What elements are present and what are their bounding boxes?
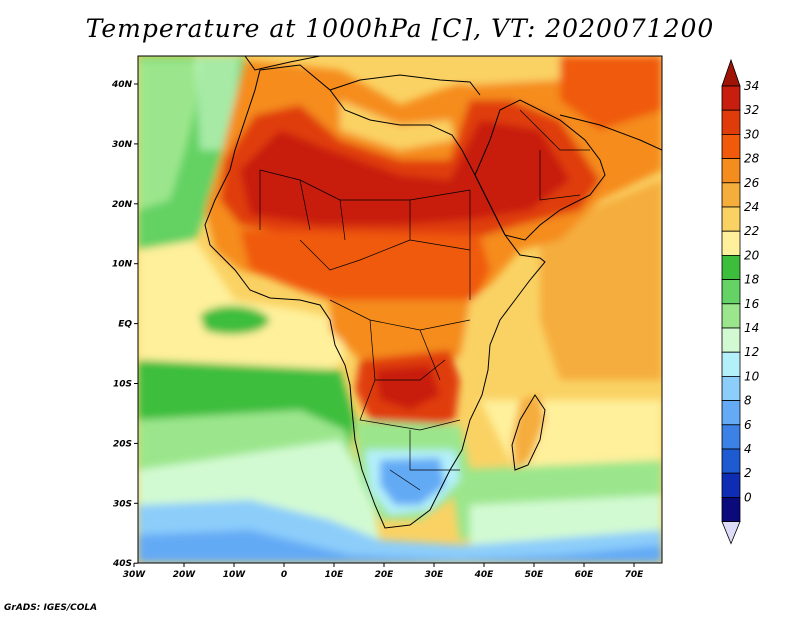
lat-tick-label: 20S: [113, 439, 132, 449]
colorbar-swatch: [721, 230, 741, 256]
footer-credit: GrADS: IGES/COLA: [4, 603, 98, 613]
southern-ocean-deep: [138, 530, 662, 563]
madagascar-warm: [512, 395, 545, 470]
plot-frame: [137, 55, 663, 564]
colorbar-label: 34: [744, 79, 759, 93]
lon-tick-label: 30E: [425, 570, 445, 580]
n-atlantic-cold-core: [138, 60, 200, 210]
colorbar-swatch: [721, 327, 741, 353]
lon-tick-label: 10W: [223, 570, 247, 580]
lon-tick-label: 40E: [474, 570, 495, 580]
coastlines: [204, 56, 662, 529]
colorbar-swatch: [721, 303, 741, 329]
colorbar-label: 16: [744, 297, 760, 311]
lat-tick-label: 10N: [112, 260, 133, 270]
colorbar-label: 24: [744, 200, 759, 214]
lon-tick-label: 60E: [575, 570, 595, 580]
iran-warm: [560, 56, 662, 130]
lon-tick-label: 20W: [173, 570, 197, 580]
lat-tick-label: 10S: [113, 380, 132, 390]
lat-tick-label: 40N: [111, 80, 133, 90]
colorbar-over-triangle: [721, 58, 741, 87]
colorbar-swatch: [721, 182, 741, 208]
colorbar-swatch: [721, 158, 741, 184]
colorbar-label: 28: [744, 152, 760, 166]
colorbar-swatch: [721, 85, 741, 111]
colorbar-swatch: [721, 496, 741, 522]
lon-tick-label: 0: [281, 570, 287, 580]
east-africa-mild: [460, 280, 540, 400]
colorbar-label: 6: [744, 418, 752, 432]
colorbar-label: 10: [744, 369, 760, 383]
temperature-field: [138, 56, 662, 563]
colorbar-swatch: [721, 472, 741, 498]
colorbar-label: 32: [744, 103, 759, 117]
zambia-core: [375, 365, 440, 410]
colorbar-swatch: [721, 206, 741, 232]
colorbar-under-triangle: [721, 521, 741, 545]
lon-tick-label: 70E: [625, 570, 645, 580]
colorbar-label: 2: [744, 466, 752, 480]
colorbar-label: 12: [744, 345, 759, 359]
iran-coastline: [559, 114, 662, 151]
indian-ocean-pale: [470, 495, 662, 545]
mediterranean-coast: [329, 74, 481, 96]
canary-light-zone: [195, 56, 240, 150]
longitude-axis: 30W 20W 10W 0 10E 20E 30E 40E 50E 60E 70E: [123, 563, 644, 580]
border-lines-arabia: [519, 109, 590, 201]
colorbar-swatch: [721, 400, 741, 426]
map-title: Temperature at 1000hPa [C], VT: 20200712…: [85, 14, 715, 43]
lat-tick-label: 30N: [112, 140, 133, 150]
colorbar-label: 18: [744, 273, 760, 287]
arabia-coastline: [474, 99, 606, 241]
colorbar-swatch: [721, 254, 741, 280]
border-lines-north: [259, 169, 471, 300]
anatolia-mild: [440, 56, 560, 85]
colorbar-label: 20: [744, 248, 760, 262]
colorbar-swatch: [721, 133, 741, 159]
africa-coastline: [204, 64, 546, 529]
lon-tick-label: 50E: [525, 570, 545, 580]
colorbar-label: 30: [744, 127, 760, 141]
colorbar-label: 8: [744, 394, 752, 408]
lat-tick-label: 30S: [113, 499, 132, 509]
colorbar-swatch: [721, 424, 741, 450]
lon-tick-label: 20E: [375, 570, 395, 580]
border-lines-central: [329, 299, 471, 491]
colorbar-label: 26: [744, 176, 760, 190]
colorbar-swatch: [721, 448, 741, 474]
colorbar-swatch: [721, 375, 741, 401]
colorbar-swatch: [721, 279, 741, 305]
colorbar-swatch: [721, 109, 741, 135]
indian-ocean-warm: [540, 180, 662, 380]
lon-tick-label: 10E: [325, 570, 345, 580]
colorbar-label: 0: [744, 490, 752, 504]
colorbar-swatch: [721, 351, 741, 377]
colorbar-label: 4: [744, 442, 752, 456]
lat-tick-label: 20N: [112, 200, 133, 210]
lon-tick-label: 30W: [123, 570, 147, 580]
lat-tick-label: 40S: [112, 559, 132, 569]
madagascar-coastline: [511, 394, 546, 471]
europe-coast: [244, 56, 321, 71]
colorbar-label: 14: [744, 321, 759, 335]
lat-tick-label: EQ: [118, 320, 132, 330]
equatorial-green-patch: [200, 305, 270, 335]
latitude-axis: 40N 30N 20N 10N EQ 10S 20S 30S 40S: [111, 80, 138, 569]
colorbar-label: 22: [744, 224, 759, 238]
